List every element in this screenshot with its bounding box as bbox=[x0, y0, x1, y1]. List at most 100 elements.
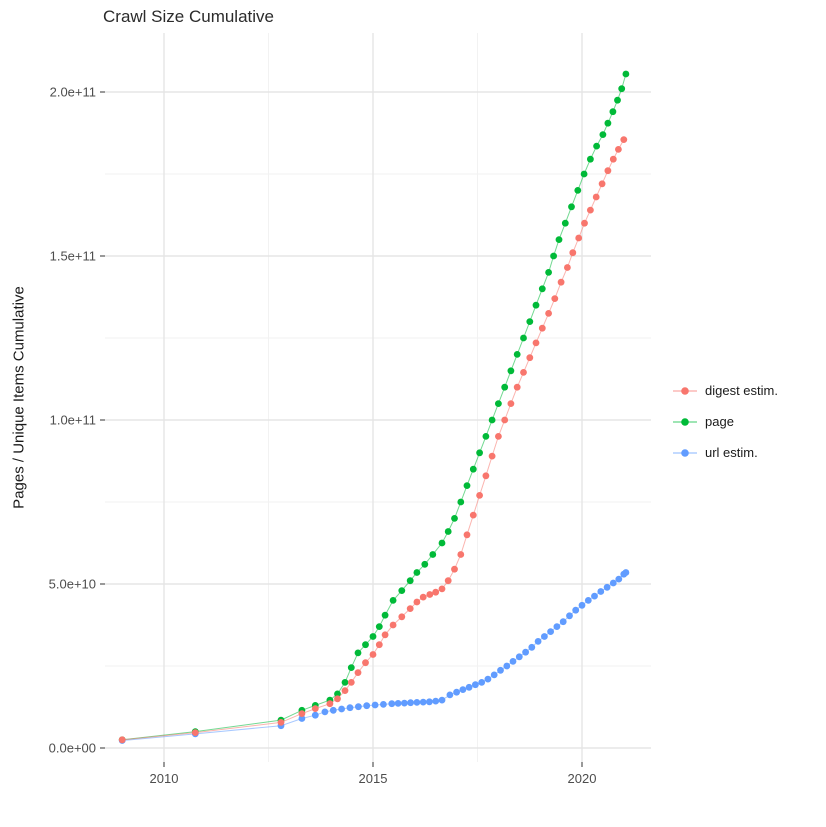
data-point-digest-estim- bbox=[587, 206, 594, 214]
data-point-digest-estim- bbox=[575, 234, 583, 242]
data-point-url-estim- bbox=[346, 704, 354, 712]
data-point-url-estim- bbox=[534, 638, 542, 645]
legend-item-url-estim: url estim. bbox=[672, 442, 778, 463]
data-point-digest-estim- bbox=[347, 679, 355, 686]
data-point-page bbox=[469, 465, 477, 473]
data-point-page bbox=[513, 351, 521, 358]
data-point-url-estim- bbox=[597, 588, 605, 595]
data-point-page bbox=[362, 641, 369, 649]
data-point-page bbox=[457, 498, 465, 506]
data-point-url-estim- bbox=[401, 699, 408, 707]
data-point-page bbox=[398, 587, 406, 594]
data-point-page bbox=[347, 664, 355, 671]
data-point-digest-estim- bbox=[444, 577, 452, 585]
data-point-page bbox=[451, 515, 458, 522]
data-point-page bbox=[520, 334, 527, 342]
data-point-url-estim- bbox=[472, 681, 479, 689]
data-point-page bbox=[618, 85, 626, 93]
data-point-url-estim- bbox=[465, 683, 473, 691]
data-point-page bbox=[587, 155, 594, 163]
data-point-digest-estim- bbox=[620, 136, 628, 144]
data-point-digest-estim- bbox=[551, 295, 559, 302]
data-point-page bbox=[593, 142, 600, 150]
data-point-digest-estim- bbox=[581, 219, 588, 227]
data-point-digest-estim- bbox=[426, 591, 434, 598]
data-point-url-estim- bbox=[615, 575, 623, 583]
data-point-url-estim- bbox=[547, 628, 554, 635]
data-point-url-estim- bbox=[591, 592, 598, 600]
data-point-digest-estim- bbox=[609, 155, 617, 163]
data-point-digest-estim- bbox=[507, 400, 515, 407]
data-point-url-estim- bbox=[446, 691, 454, 699]
data-point-digest-estim- bbox=[457, 551, 465, 558]
data-point-digest-estim- bbox=[501, 416, 509, 424]
x-tick-label: 2010 bbox=[150, 771, 179, 786]
data-point-digest-estim- bbox=[513, 383, 521, 391]
data-point-page bbox=[421, 560, 429, 568]
data-point-digest-estim- bbox=[326, 700, 334, 708]
data-point-page bbox=[568, 203, 575, 211]
data-point-url-estim- bbox=[603, 583, 611, 591]
data-point-page bbox=[381, 611, 389, 619]
data-point-page bbox=[574, 187, 582, 194]
data-point-page bbox=[526, 318, 534, 325]
data-point-page bbox=[495, 400, 502, 407]
data-point-digest-estim- bbox=[451, 565, 458, 573]
data-point-digest-estim- bbox=[354, 669, 362, 676]
data-point-url-estim- bbox=[515, 653, 523, 661]
data-point-url-estim- bbox=[484, 675, 492, 683]
data-point-digest-estim- bbox=[482, 472, 490, 480]
data-point-digest-estim- bbox=[564, 264, 571, 271]
data-point-url-estim- bbox=[426, 698, 433, 706]
data-point-digest-estim- bbox=[334, 695, 341, 703]
data-point-digest-estim- bbox=[538, 324, 546, 332]
data-point-digest-estim- bbox=[298, 710, 306, 717]
data-point-url-estim- bbox=[432, 697, 440, 705]
legend-item-page: page bbox=[672, 411, 778, 432]
data-point-page bbox=[354, 649, 362, 657]
legend: digest estim. page url estim. bbox=[672, 380, 778, 463]
legend-label-digest-estim: digest estim. bbox=[705, 383, 778, 398]
data-point-page bbox=[538, 285, 546, 293]
y-tick-label: 1.5e+11 bbox=[50, 249, 96, 264]
data-point-digest-estim- bbox=[432, 588, 440, 596]
data-point-page bbox=[369, 633, 377, 640]
data-point-page bbox=[482, 433, 490, 440]
data-point-page bbox=[341, 679, 349, 686]
data-point-digest-estim- bbox=[476, 492, 483, 499]
legend-key-url-estim-icon bbox=[673, 448, 697, 457]
data-point-url-estim- bbox=[572, 606, 580, 614]
data-point-page bbox=[507, 367, 515, 375]
data-point-url-estim- bbox=[622, 569, 630, 576]
y-tick-label: 0.0e+00 bbox=[49, 741, 96, 756]
data-point-digest-estim- bbox=[362, 659, 369, 667]
data-point-url-estim- bbox=[541, 633, 548, 640]
data-point-url-estim- bbox=[329, 706, 337, 714]
data-point-digest-estim- bbox=[381, 631, 389, 639]
data-point-page bbox=[334, 690, 341, 698]
data-point-page bbox=[501, 383, 509, 391]
data-point-digest-estim- bbox=[469, 511, 477, 519]
data-point-page bbox=[488, 416, 496, 424]
data-point-page bbox=[599, 131, 607, 139]
data-point-digest-estim- bbox=[604, 167, 612, 175]
data-point-url-estim- bbox=[407, 699, 414, 707]
legend-label-url-estim: url estim. bbox=[705, 445, 758, 460]
data-point-url-estim- bbox=[509, 658, 517, 665]
series-line-page bbox=[122, 73, 627, 741]
data-point-page bbox=[580, 170, 588, 178]
data-point-page bbox=[389, 597, 397, 604]
data-point-url-estim- bbox=[413, 699, 421, 706]
data-point-url-estim- bbox=[380, 701, 387, 708]
data-point-url-estim- bbox=[528, 643, 536, 651]
data-point-digest-estim- bbox=[389, 621, 397, 629]
data-point-url-estim- bbox=[609, 579, 617, 587]
data-point-digest-estim- bbox=[341, 687, 349, 694]
data-point-page bbox=[406, 577, 414, 585]
legend-label-page: page bbox=[705, 414, 734, 429]
data-point-digest-estim- bbox=[369, 651, 377, 658]
y-tick-label: 5.0e+10 bbox=[49, 577, 96, 592]
data-point-digest-estim- bbox=[532, 339, 540, 347]
data-point-page bbox=[476, 449, 483, 457]
